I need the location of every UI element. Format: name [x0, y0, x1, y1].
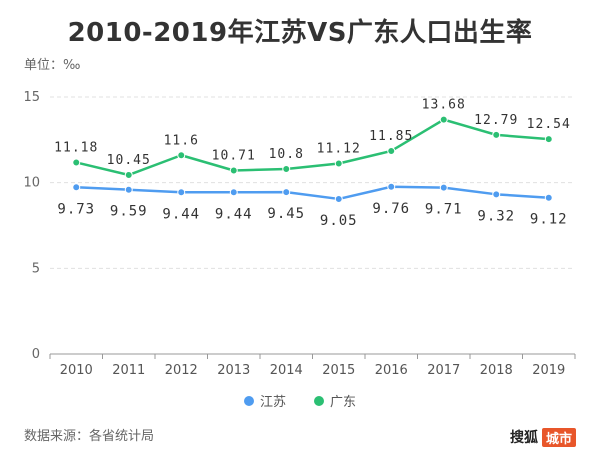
unit-label: 单位：‰	[24, 58, 81, 73]
data-label: 13.68	[422, 98, 466, 113]
legend-marker-jiangsu	[243, 395, 254, 406]
data-point	[439, 115, 448, 124]
data-point	[72, 158, 81, 167]
data-label: 9.76	[372, 201, 410, 217]
data-label: 9.32	[477, 208, 515, 224]
y-tick-label: 5	[32, 261, 40, 276]
data-point	[334, 159, 343, 168]
legend-marker-guangdong	[314, 395, 324, 406]
data-label: 12.54	[527, 117, 571, 132]
brand-logo: 搜狐 城市	[510, 427, 576, 447]
x-tick-label: 2017	[427, 363, 460, 378]
x-tick-label: 2016	[375, 363, 408, 378]
data-label: 9.44	[215, 206, 253, 222]
data-label: 9.45	[267, 206, 305, 222]
data-label: 11.12	[317, 141, 361, 156]
data-point	[387, 182, 396, 191]
y-tick-label: 10	[23, 176, 40, 191]
x-tick-label: 2012	[165, 363, 198, 378]
data-label: 9.59	[110, 204, 148, 220]
data-label: 12.79	[474, 113, 518, 128]
data-point	[387, 146, 396, 155]
x-tick-label: 2014	[270, 363, 303, 378]
data-point	[124, 185, 133, 194]
data-label: 11.85	[369, 129, 413, 144]
data-label: 9.12	[530, 212, 568, 228]
data-label: 9.05	[320, 213, 358, 229]
data-source: 数据来源：各省统计局	[24, 429, 155, 444]
x-tick-label: 2015	[322, 363, 355, 378]
data-point	[492, 130, 501, 139]
brand-name: 搜狐	[509, 430, 538, 446]
x-tick-label: 2011	[112, 363, 145, 378]
series-line-jiangsu	[76, 185, 549, 201]
y-tick-label: 0	[32, 347, 40, 362]
y-tick-label: 15	[23, 90, 40, 105]
legend-label-jiangsu: 江苏	[259, 395, 286, 410]
data-label: 10.8	[269, 147, 304, 162]
legend: 江苏 广东	[0, 391, 600, 410]
x-tick-label: 2018	[480, 363, 513, 378]
data-point	[492, 190, 501, 199]
brand-tag: 城市	[541, 427, 576, 447]
legend-item-jiangsu[interactable]: 江苏	[243, 391, 286, 410]
data-point	[282, 164, 291, 173]
data-point	[124, 170, 133, 179]
data-label: 11.18	[54, 140, 98, 155]
x-tick-label: 2010	[60, 363, 93, 378]
data-point	[439, 183, 448, 192]
data-label: 10.45	[107, 153, 151, 168]
data-point	[177, 188, 186, 197]
data-label: 9.73	[57, 201, 95, 217]
data-point	[229, 166, 238, 175]
legend-label-guangdong: 广东	[330, 395, 357, 410]
legend-item-guangdong[interactable]: 广东	[314, 391, 356, 410]
data-label: 9.44	[162, 206, 200, 222]
chart-title: 2010-2019年江苏VS广东人口出生率	[67, 18, 533, 48]
data-point	[544, 193, 553, 202]
data-point	[544, 135, 553, 144]
data-point	[282, 188, 291, 197]
data-label: 9.71	[425, 202, 463, 218]
data-point	[72, 183, 81, 192]
data-label: 10.71	[212, 149, 256, 164]
data-point	[334, 194, 343, 203]
x-tick-label: 2019	[532, 363, 565, 378]
x-tick-label: 2013	[217, 363, 250, 378]
data-point	[229, 188, 238, 197]
data-point	[177, 151, 186, 160]
series-line-guangdong	[75, 118, 549, 177]
data-label: 11.6	[164, 133, 199, 148]
